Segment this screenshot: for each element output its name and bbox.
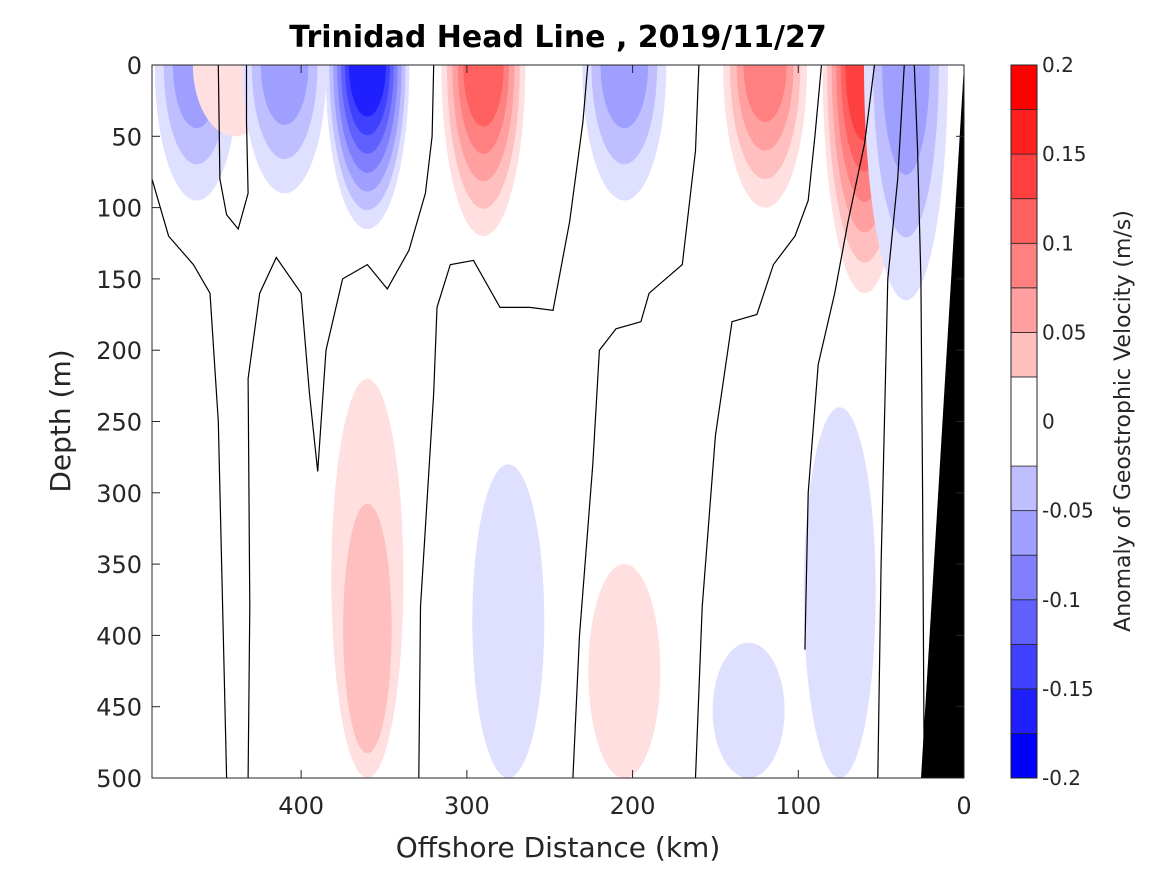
x-tick-label: 300 [444, 792, 490, 820]
colorbar-band [1010, 64, 1038, 110]
colorbar-band [1010, 688, 1038, 734]
y-tick-label: 400 [96, 622, 142, 650]
anomaly-band [343, 503, 392, 754]
colorbar-band [1010, 109, 1038, 155]
colorbar-tick-label: 0 [1042, 410, 1055, 434]
anomaly-band [600, 65, 649, 129]
y-axis: 0 50 100 150 200 250 300 350 400 450 500 [96, 52, 964, 793]
x-tick-label: 0 [956, 792, 971, 820]
zero-contour [913, 65, 925, 778]
colorbar-tick-label: -0.2 [1042, 766, 1081, 790]
zero-contour [217, 65, 249, 231]
colorbar-band [1010, 643, 1038, 690]
zero-contour [418, 65, 589, 778]
colorbar-band [1010, 510, 1038, 556]
zero-contour [572, 65, 700, 778]
x-tick-label: 100 [775, 792, 821, 820]
colorbar-band [1010, 331, 1038, 378]
colorbar-tick-label: 0.1 [1042, 231, 1074, 255]
colorbar: 0.2 0.15 0.1 0.05 0 -0.05 -0.1 -0.15 -0.2 [1010, 53, 1094, 790]
x-axis: 400 300 200 100 0 [278, 65, 972, 820]
colorbar-band [1010, 599, 1038, 645]
zero-contour [152, 178, 228, 778]
x-axis-label: Offshore Distance (km) [396, 831, 721, 864]
y-tick-label: 500 [96, 765, 142, 793]
y-axis-label: Depth (m) [44, 349, 77, 492]
y-tick-label: 350 [96, 551, 142, 579]
zero-contour-lines [152, 65, 925, 778]
colorbar-tick-label: 0.05 [1042, 320, 1087, 344]
anomaly-band [463, 65, 504, 127]
anomaly-band [712, 642, 785, 778]
anomaly-band [743, 65, 787, 122]
colorbar-band [1010, 198, 1038, 244]
anomaly-band [803, 407, 876, 778]
y-tick-label: 100 [96, 195, 142, 223]
colorbar-tick-label: -0.05 [1042, 499, 1094, 523]
colorbar-tick-label: 0.15 [1042, 142, 1087, 166]
x-tick-label: 400 [278, 792, 324, 820]
y-tick-label: 300 [96, 480, 142, 508]
colorbar-band [1010, 153, 1038, 200]
colorbar-band [1010, 733, 1038, 779]
colorbar-band [1010, 287, 1038, 333]
anomaly-band [260, 65, 309, 125]
zero-contour [247, 65, 435, 778]
y-tick-label: 0 [127, 52, 142, 80]
zero-contour [877, 65, 905, 778]
y-tick-label: 250 [96, 409, 142, 437]
colorbar-band [1010, 242, 1038, 289]
colorbar-band [1010, 376, 1038, 467]
x-tick-label: 200 [610, 792, 656, 820]
colorbar-band [1010, 554, 1038, 601]
zero-contour [694, 65, 823, 778]
anomaly-band [588, 564, 661, 778]
y-tick-label: 50 [111, 123, 142, 151]
colorbar-frame [1010, 64, 1038, 779]
colorbar-label: Anomaly of Geostrophic Velocity (m/s) [1111, 210, 1136, 632]
zero-contour [804, 65, 876, 650]
chart-title: Trinidad Head Line , 2019/11/27 [289, 20, 826, 55]
bathymetry-seafloor [921, 65, 964, 778]
colorbar-tick-label: -0.15 [1042, 677, 1094, 701]
anomaly-band [472, 464, 545, 778]
colorbar-tick-label: 0.2 [1042, 53, 1074, 77]
y-tick-label: 150 [96, 266, 142, 294]
colorbar-tick-label: -0.1 [1042, 588, 1081, 612]
anomaly-band [348, 65, 386, 117]
velocity-anomaly-fills [154, 65, 948, 778]
y-tick-label: 200 [96, 337, 142, 365]
y-tick-label: 450 [96, 694, 142, 722]
colorbar-band [1010, 465, 1038, 512]
